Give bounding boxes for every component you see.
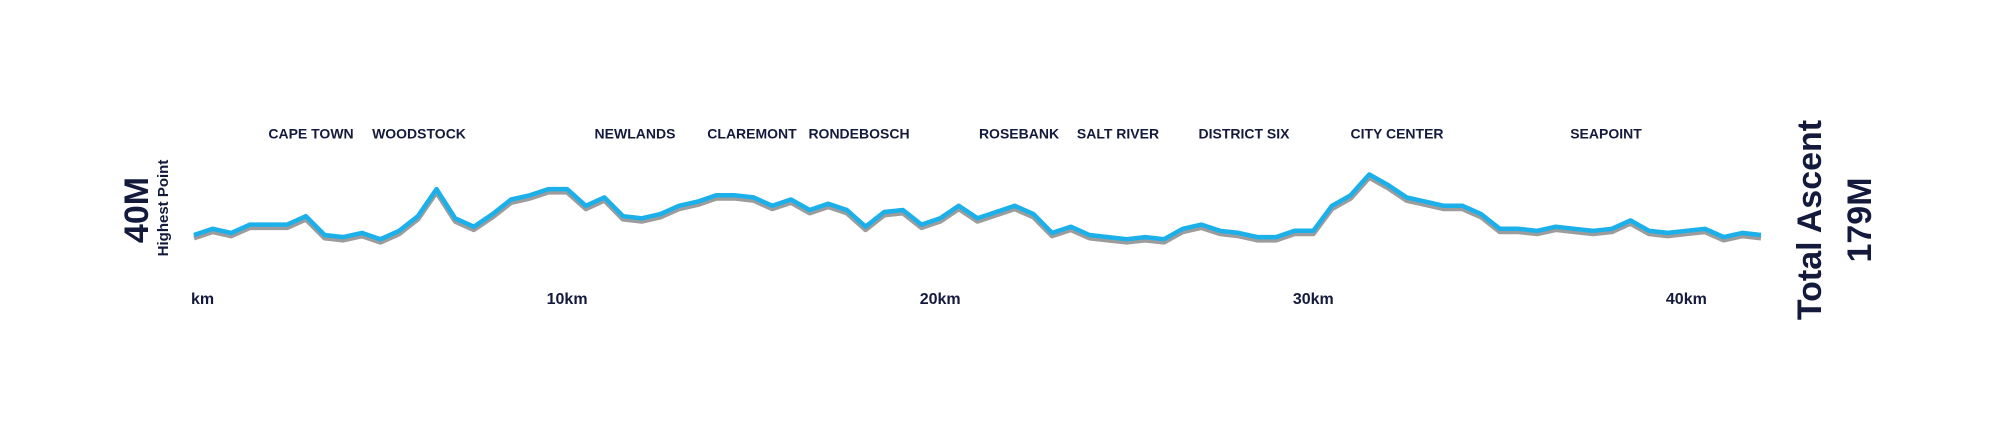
location-label: DISTRICT SIX xyxy=(1198,126,1290,142)
location-label: ROSEBANK xyxy=(979,126,1059,142)
location-label: WOODSTOCK xyxy=(372,126,466,142)
location-label: CITY CENTER xyxy=(1350,126,1443,142)
location-label: SALT RIVER xyxy=(1077,126,1159,142)
location-label: CAPE TOWN xyxy=(268,126,353,142)
x-tick-label: 40km xyxy=(1666,291,1707,308)
location-label: CLAREMONT xyxy=(707,126,797,142)
highest-caption: Highest Point xyxy=(155,160,172,257)
x-tick-label: 10km xyxy=(547,291,588,308)
location-label: NEWLANDS xyxy=(595,126,676,142)
location-label: RONDEBOSCH xyxy=(808,126,909,142)
line-shadow xyxy=(193,174,1762,245)
highest-value: 40M xyxy=(118,177,156,243)
elevation-line xyxy=(193,172,1762,242)
x-tick-label: 20km xyxy=(920,291,961,308)
location-label: SEAPOINT xyxy=(1570,126,1642,142)
x-tick-label: km xyxy=(191,291,214,308)
total-ascent-value: 179M xyxy=(1841,177,1879,262)
x-tick-label: 30km xyxy=(1293,291,1334,308)
total-ascent-caption: Total Ascent xyxy=(1791,120,1829,320)
